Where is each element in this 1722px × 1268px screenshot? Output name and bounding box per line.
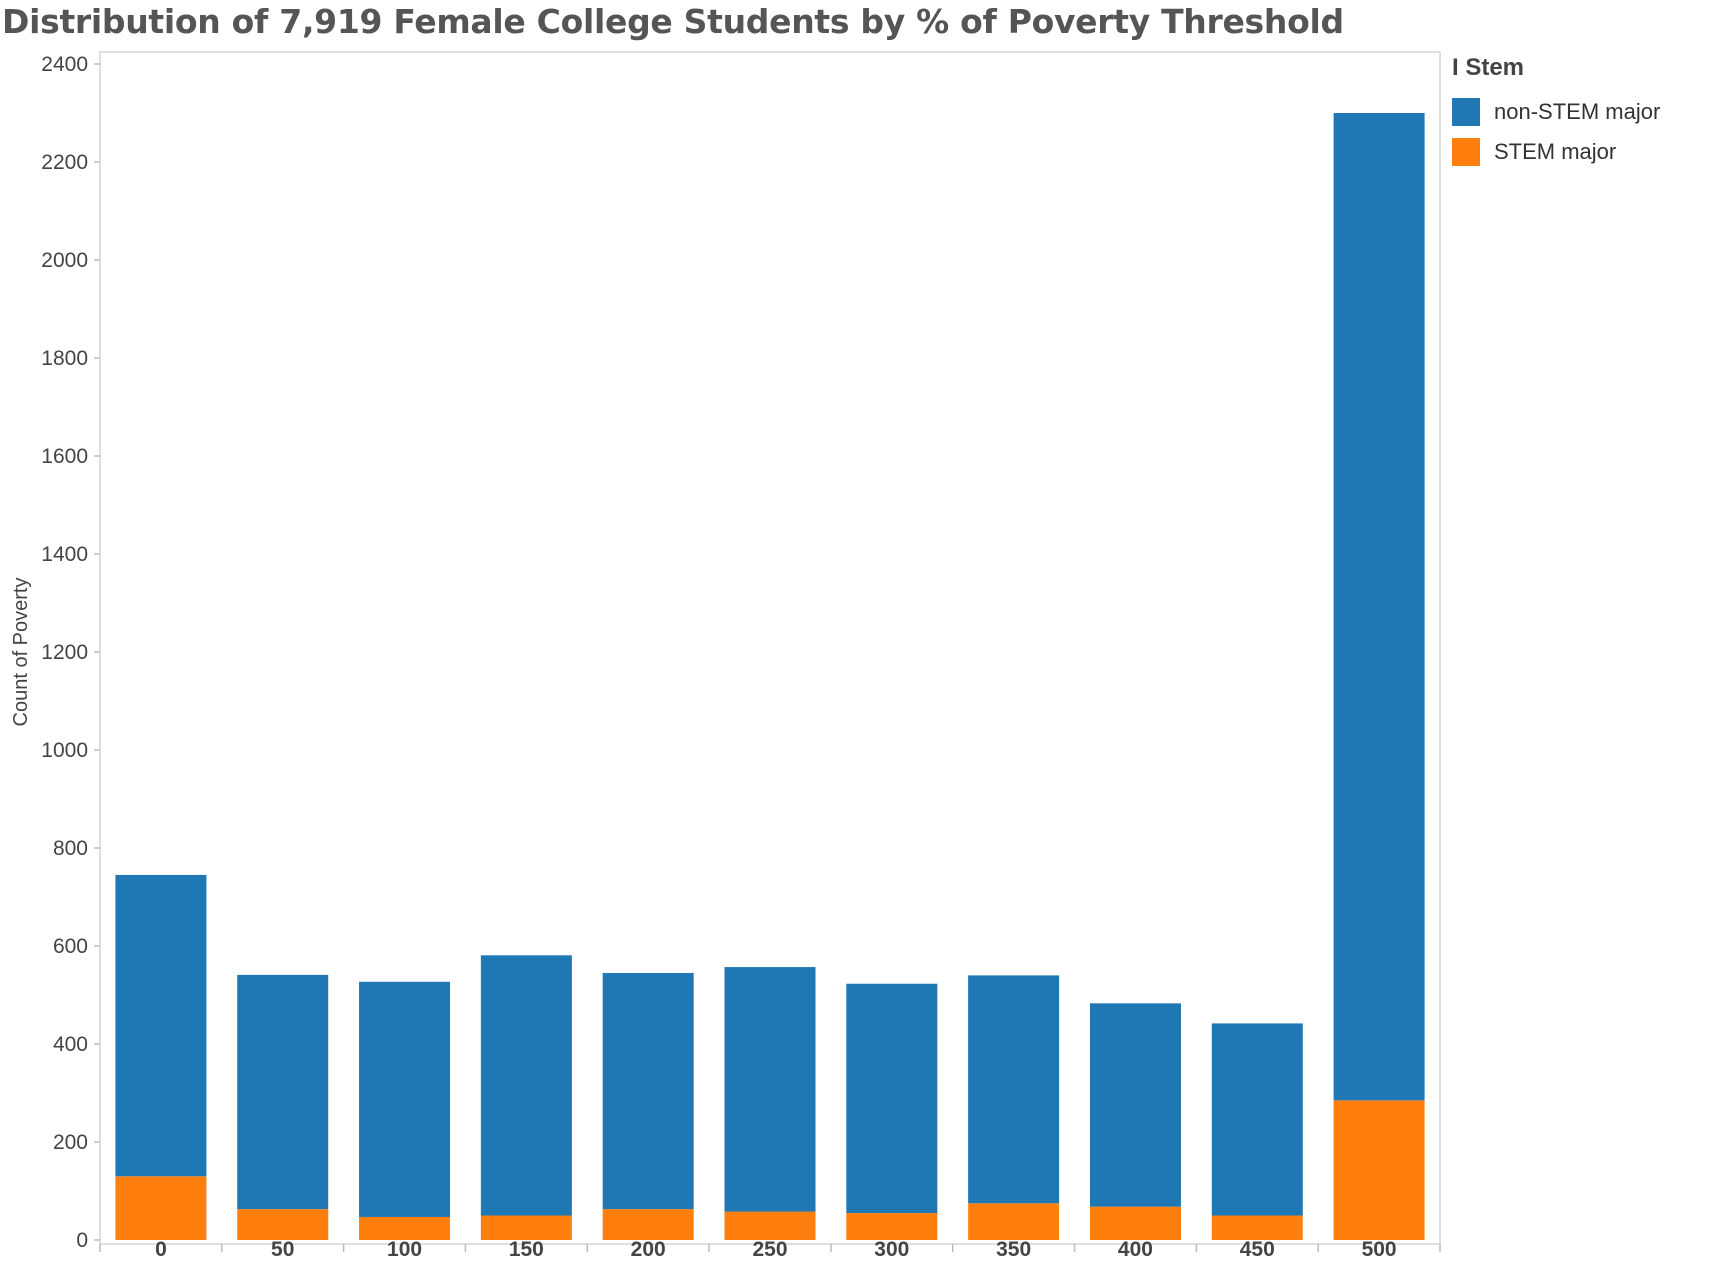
y-tick-label: 1400 xyxy=(41,543,88,566)
bar-stem-major-500[interactable] xyxy=(1333,1100,1425,1240)
y-tick-label: 1000 xyxy=(41,739,88,762)
x-tick-label: 400 xyxy=(1118,1238,1153,1261)
x-tick-label: 300 xyxy=(874,1238,909,1261)
x-tick-label: 100 xyxy=(387,1238,422,1261)
y-tick-label: 600 xyxy=(53,935,88,958)
bar-non-stem-major-400[interactable] xyxy=(1089,1003,1181,1207)
bar-stem-major-300[interactable] xyxy=(846,1213,938,1240)
bar-stem-major-350[interactable] xyxy=(968,1203,1060,1240)
bar-non-stem-major-450[interactable] xyxy=(1211,1023,1303,1216)
bar-stem-major-0[interactable] xyxy=(115,1176,207,1240)
x-tick-label: 500 xyxy=(1362,1238,1397,1261)
y-tick-label: 1600 xyxy=(41,445,88,468)
bar-non-stem-major-50[interactable] xyxy=(237,974,329,1210)
legend-swatch-non-stem xyxy=(1452,98,1480,126)
bar-stem-major-200[interactable] xyxy=(602,1209,694,1240)
x-tick-label: 250 xyxy=(752,1238,787,1261)
bar-stem-major-150[interactable] xyxy=(480,1215,572,1241)
x-tick-label: 200 xyxy=(631,1238,666,1261)
x-tick-label: 0 xyxy=(155,1238,167,1261)
legend-item-non-stem[interactable]: non-STEM major xyxy=(1452,92,1660,132)
bar-non-stem-major-100[interactable] xyxy=(359,981,451,1217)
y-tick-label: 200 xyxy=(53,1131,88,1154)
bar-stem-major-100[interactable] xyxy=(359,1216,451,1240)
y-axis-title: Count of Poverty xyxy=(10,578,32,727)
x-tick-label: 150 xyxy=(509,1238,544,1261)
chart-title: Distribution of 7,919 Female College Stu… xyxy=(2,2,1344,41)
y-tick-label: 1200 xyxy=(41,641,88,664)
x-tick-label: 350 xyxy=(996,1238,1031,1261)
y-tick-label: 2400 xyxy=(41,53,88,76)
bar-stem-major-450[interactable] xyxy=(1211,1215,1303,1241)
bar-non-stem-major-500[interactable] xyxy=(1333,113,1425,1101)
y-tick-label: 2200 xyxy=(41,151,88,174)
bar-stem-major-50[interactable] xyxy=(237,1209,329,1240)
x-tick-label: 50 xyxy=(271,1238,294,1261)
x-tick-label: 450 xyxy=(1240,1238,1275,1261)
bar-non-stem-major-300[interactable] xyxy=(846,983,938,1214)
legend-swatch-stem xyxy=(1452,138,1480,166)
bar-stem-major-250[interactable] xyxy=(724,1211,816,1240)
bar-non-stem-major-0[interactable] xyxy=(115,874,207,1177)
y-tick-label: 400 xyxy=(53,1033,88,1056)
legend: I Stem non-STEM major STEM major xyxy=(1452,54,1660,172)
legend-label-stem: STEM major xyxy=(1494,139,1617,164)
bar-non-stem-major-250[interactable] xyxy=(724,967,816,1212)
legend-label-non-stem: non-STEM major xyxy=(1494,99,1661,124)
legend-title: I Stem xyxy=(1452,54,1525,81)
bar-non-stem-major-350[interactable] xyxy=(968,975,1060,1204)
y-tick-label: 0 xyxy=(76,1229,88,1252)
legend-item-stem[interactable]: STEM major xyxy=(1452,132,1660,172)
bar-stem-major-400[interactable] xyxy=(1089,1206,1181,1240)
y-tick-label: 800 xyxy=(53,837,88,860)
y-tick-label: 2000 xyxy=(41,249,88,272)
plot-frame xyxy=(99,51,1441,1245)
bar-non-stem-major-200[interactable] xyxy=(602,972,694,1210)
y-tick-label: 1800 xyxy=(41,347,88,370)
bar-non-stem-major-150[interactable] xyxy=(480,955,572,1216)
